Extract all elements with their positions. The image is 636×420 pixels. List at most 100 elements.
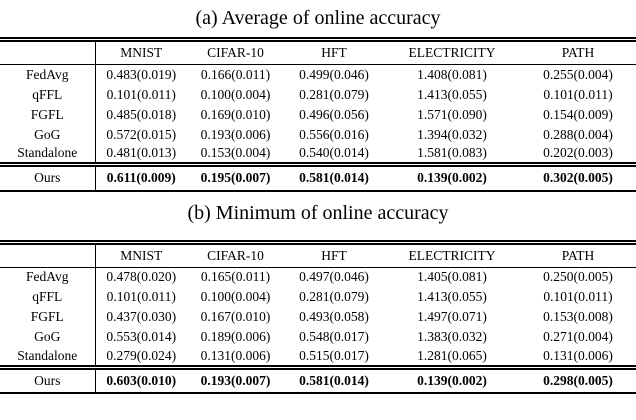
table-cell: 0.611(0.009) bbox=[94, 162, 187, 191]
table-cell: 0.540(0.014) bbox=[299, 145, 369, 161]
table-cell: 0.101(0.011) bbox=[94, 84, 187, 105]
table-cell: 1.281(0.065) bbox=[417, 347, 487, 363]
table-cell: 0.131(0.006) bbox=[200, 347, 271, 363]
table-cell: 0.302(0.005) bbox=[520, 162, 636, 191]
table-cell: 0.193(0.006) bbox=[200, 126, 271, 142]
table-cell: 0.281(0.079) bbox=[299, 86, 369, 102]
table-cell: 0.250(0.005) bbox=[543, 269, 613, 285]
table-cell: 0.572(0.015) bbox=[94, 124, 187, 145]
table-cell: 0.193(0.007) bbox=[187, 364, 284, 393]
table-cell: 1.408(0.081) bbox=[417, 66, 487, 82]
row-label: FedAvg bbox=[26, 66, 69, 82]
table-cell: 0.202(0.003) bbox=[543, 145, 613, 161]
table-cell: 0.485(0.018) bbox=[94, 104, 187, 125]
table-cell: 0.298(0.005) bbox=[520, 364, 636, 393]
table-cell: 0.437(0.030) bbox=[94, 307, 187, 327]
table-row: FedAvg 0.483(0.019) 0.166(0.011) 0.499(0.04… bbox=[0, 64, 636, 85]
table-cell: 0.497(0.046) bbox=[299, 269, 369, 285]
row-label: Ours bbox=[0, 364, 95, 393]
table-cell: 0.101(0.011) bbox=[94, 287, 187, 307]
table-row: FGFL 0.437(0.030) 0.167(0.010) 0.493(0.058)… bbox=[0, 307, 636, 327]
table-minimum-online-accuracy: MNIST CIFAR-10 HFT ELECTRICITY PATH FedA… bbox=[0, 239, 636, 394]
table-cell: 1.571(0.090) bbox=[417, 106, 487, 122]
row-label: FGFL bbox=[30, 309, 64, 324]
table-cell: 0.515(0.017) bbox=[299, 347, 369, 363]
table-row: GoG 0.553(0.014) 0.189(0.006) 0.548(0.017) 1… bbox=[0, 327, 636, 347]
row-label: GoG bbox=[34, 126, 61, 142]
table-average-online-accuracy: MNIST CIFAR-10 HFT ELECTRICITY PATH FedA… bbox=[0, 37, 636, 192]
header-cell-mnist: MNIST bbox=[94, 39, 187, 65]
table-cell: 1.497(0.071) bbox=[417, 309, 487, 324]
table-cell: 0.553(0.014) bbox=[94, 327, 187, 347]
table-cell: 0.478(0.020) bbox=[94, 267, 187, 287]
table-cell: 0.154(0.009) bbox=[543, 106, 613, 122]
table-row: FedAvg 0.478(0.020) 0.165(0.011) 0.497(0.04… bbox=[0, 267, 636, 287]
row-label: FedAvg bbox=[26, 269, 69, 285]
table-cell: 0.271(0.004) bbox=[543, 329, 613, 344]
row-label: qFFL bbox=[32, 289, 63, 304]
table-cell: 1.581(0.083) bbox=[417, 145, 487, 161]
table-cell: 0.169(0.010) bbox=[200, 106, 271, 122]
table-cell: 1.413(0.055) bbox=[417, 86, 487, 102]
table-row: Standalone 0.481(0.013) 0.153(0.004) 0.540(… bbox=[0, 144, 636, 165]
row-label: Standalone bbox=[17, 145, 78, 161]
table-cell: 1.405(0.081) bbox=[417, 269, 487, 285]
ours-row: Ours 0.611(0.009) 0.195(0.007) 0.581(0.014)… bbox=[0, 162, 636, 191]
table-cell: 0.139(0.002) bbox=[384, 162, 520, 191]
table-row: qFFL 0.101(0.011) 0.100(0.004) 0.281(0.079)… bbox=[0, 84, 636, 105]
table-cell: 1.413(0.055) bbox=[417, 289, 487, 304]
header-cell-cifar10: CIFAR-10 bbox=[187, 242, 284, 268]
header-cell-empty bbox=[0, 242, 95, 268]
table-cell: 0.556(0.016) bbox=[299, 126, 369, 142]
table-cell: 0.279(0.024) bbox=[94, 347, 187, 367]
table-row: Standalone 0.279(0.024) 0.131(0.006) 0.515(… bbox=[0, 347, 636, 367]
table-row: GoG 0.572(0.015) 0.193(0.006) 0.556(0.016) 1… bbox=[0, 124, 636, 145]
table-cell: 0.581(0.014) bbox=[284, 162, 384, 191]
table-cell: 0.195(0.007) bbox=[187, 162, 284, 191]
table-cell: 0.281(0.079) bbox=[299, 289, 369, 304]
table-cell: 0.139(0.002) bbox=[384, 364, 520, 393]
table-row: FGFL 0.485(0.018) 0.169(0.010) 0.496(0.056)… bbox=[0, 104, 636, 125]
table-cell: 0.581(0.014) bbox=[284, 364, 384, 393]
row-label: FGFL bbox=[30, 106, 64, 122]
table-cell: 0.603(0.010) bbox=[94, 364, 187, 393]
header-cell-cifar10: CIFAR-10 bbox=[187, 39, 284, 65]
header-cell-electricity: ELECTRICITY bbox=[384, 39, 520, 65]
table-cell: 0.101(0.011) bbox=[543, 86, 613, 102]
table-cell: 1.394(0.032) bbox=[417, 126, 487, 142]
table-cell: 0.548(0.017) bbox=[299, 329, 369, 344]
table-cell: 0.255(0.004) bbox=[543, 66, 613, 82]
header-cell-hft: HFT bbox=[284, 242, 384, 268]
table-cell: 0.483(0.019) bbox=[94, 64, 187, 85]
table-cell: 0.153(0.004) bbox=[200, 145, 271, 161]
table-cell: 0.101(0.011) bbox=[543, 289, 613, 304]
table-cell: 0.153(0.008) bbox=[543, 309, 613, 324]
table-cell: 0.131(0.006) bbox=[543, 347, 613, 363]
table-cell: 0.100(0.004) bbox=[200, 86, 271, 102]
header-cell-path: PATH bbox=[520, 39, 636, 65]
table-cell: 0.499(0.046) bbox=[299, 66, 369, 82]
table-cell: 0.481(0.013) bbox=[94, 144, 187, 165]
table-cell: 1.383(0.032) bbox=[417, 329, 487, 344]
table-cell: 0.165(0.011) bbox=[200, 269, 271, 285]
header-row: MNIST CIFAR-10 HFT ELECTRICITY PATH bbox=[0, 39, 636, 65]
table-caption-a: (a) Average of online accuracy bbox=[195, 7, 441, 29]
table-cell: 0.167(0.010) bbox=[200, 309, 271, 324]
table-cell: 0.100(0.004) bbox=[200, 289, 271, 304]
header-row: MNIST CIFAR-10 HFT ELECTRICITY PATH bbox=[0, 242, 636, 268]
header-cell-path: PATH bbox=[520, 242, 636, 268]
ours-row: Ours 0.603(0.010) 0.193(0.007) 0.581(0.014)… bbox=[0, 364, 636, 393]
row-label: Ours bbox=[0, 162, 95, 191]
row-label: Standalone bbox=[17, 347, 78, 363]
table-cell: 0.493(0.058) bbox=[299, 309, 369, 324]
header-cell-electricity: ELECTRICITY bbox=[384, 242, 520, 268]
header-cell-mnist: MNIST bbox=[94, 242, 187, 268]
row-label: qFFL bbox=[32, 86, 63, 102]
header-cell-hft: HFT bbox=[284, 39, 384, 65]
table-cell: 0.166(0.011) bbox=[200, 66, 271, 82]
table-cell: 0.288(0.004) bbox=[543, 126, 613, 142]
table-caption-b: (b) Minimum of online accuracy bbox=[187, 201, 449, 224]
header-cell-empty bbox=[0, 39, 95, 65]
table-row: qFFL 0.101(0.011) 0.100(0.004) 0.281(0.079)… bbox=[0, 287, 636, 307]
